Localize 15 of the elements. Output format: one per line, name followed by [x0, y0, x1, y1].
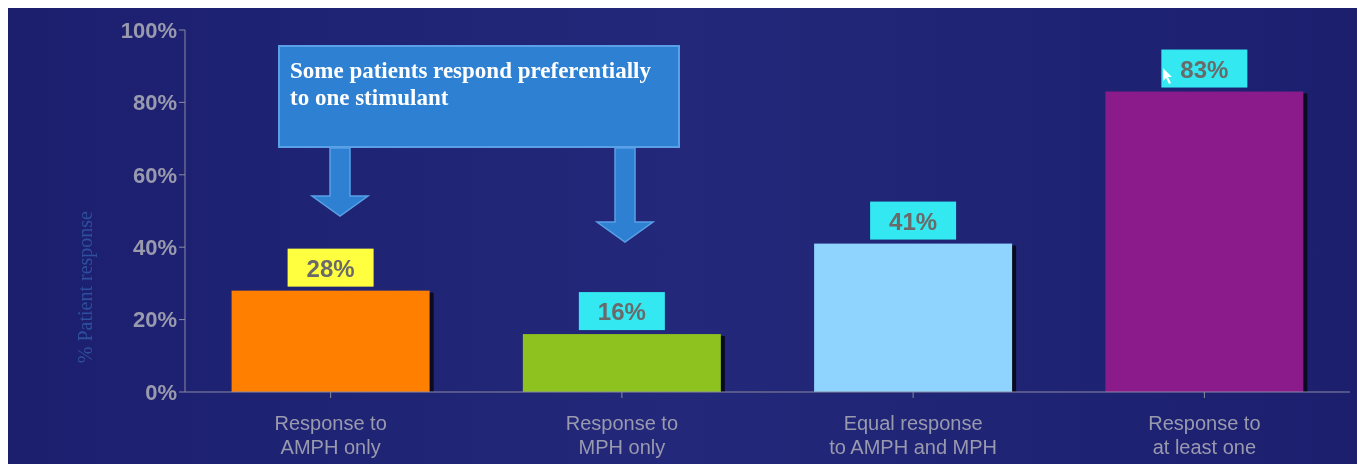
x-tick-label: Equal response to AMPH and MPH	[829, 412, 998, 458]
y-tick-label: 0%	[145, 379, 177, 405]
y-tick-label: 20%	[132, 307, 177, 333]
annotation: Some patients respond preferentially to one stimulant	[278, 45, 680, 148]
data-label: 41%	[889, 207, 938, 235]
data-label: 83%	[1180, 55, 1229, 83]
x-tick-label: Response to MPH only	[565, 412, 679, 458]
y-tick-label: 80%	[132, 90, 177, 116]
data-label: 28%	[306, 254, 355, 282]
y-tick-label: 60%	[132, 162, 177, 188]
x-tick-label: Response to at least one	[1148, 412, 1261, 458]
data-label: 16%	[597, 298, 646, 326]
x-tick-label: Response to AMPH only	[274, 412, 387, 458]
y-tick-label: 40%	[132, 235, 177, 261]
y-tick-label: 100%	[120, 17, 177, 43]
